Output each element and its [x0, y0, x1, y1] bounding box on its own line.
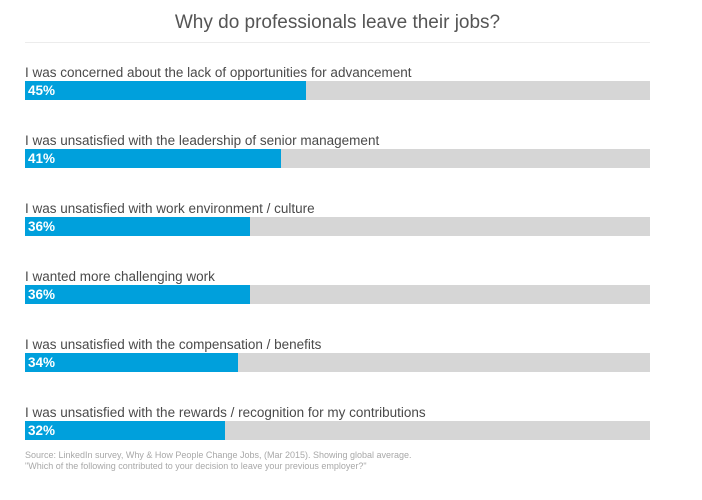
source-line-1: Source: LinkedIn survey, Why & How Peopl…	[25, 450, 412, 460]
bar-category-label: I wanted more challenging work	[25, 269, 215, 284]
bar-fill: 45%	[25, 81, 307, 100]
bar-value-label: 41%	[28, 151, 56, 166]
bar-value-label: 36%	[28, 219, 56, 234]
bar-category-label: I was unsatisfied with the leadership of…	[25, 133, 380, 148]
bar-track: 36%	[25, 217, 650, 236]
bar-category-label: I was unsatisfied with the compensation …	[25, 337, 322, 352]
source-note: Source: LinkedIn survey, Why & How Peopl…	[25, 450, 412, 472]
bar-value-label: 34%	[28, 355, 56, 370]
chart-title: Why do professionals leave their jobs?	[174, 12, 501, 33]
bar-track: 34%	[25, 353, 650, 372]
source-line-2: "Which of the following contributed to y…	[25, 461, 367, 471]
title-divider	[25, 42, 650, 43]
bar-category-label: I was unsatisfied with work environment …	[25, 201, 315, 216]
bar-value-label: 45%	[28, 83, 56, 98]
bar-track: 41%	[25, 149, 650, 168]
bar-track: 45%	[25, 81, 650, 100]
bar-track: 32%	[25, 421, 650, 440]
bar-category-label: I was concerned about the lack of opport…	[25, 65, 412, 80]
bar-value-label: 32%	[28, 423, 56, 438]
bar-category-label: I was unsatisfied with the rewards / rec…	[25, 405, 426, 420]
bar-fill: 34%	[25, 353, 238, 372]
bar-fill: 32%	[25, 421, 225, 440]
bar-fill: 36%	[25, 285, 250, 304]
bar-value-label: 36%	[28, 287, 56, 302]
bar-fill: 36%	[25, 217, 250, 236]
bar-track: 36%	[25, 285, 650, 304]
bar-fill: 41%	[25, 149, 282, 168]
